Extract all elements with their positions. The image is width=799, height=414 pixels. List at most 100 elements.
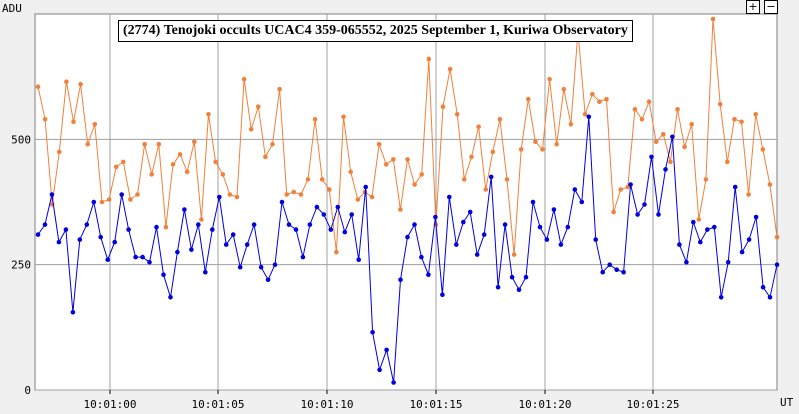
data-point-blue xyxy=(196,222,201,227)
data-point-blue xyxy=(746,237,752,242)
data-point-orange xyxy=(248,127,254,132)
data-point-orange xyxy=(767,182,773,187)
data-point-orange xyxy=(405,157,410,162)
y-tick-label: 500 xyxy=(11,133,31,146)
data-point-blue xyxy=(321,212,327,217)
data-point-blue xyxy=(293,227,299,232)
data-point-orange xyxy=(291,189,297,195)
data-point-orange xyxy=(284,192,290,197)
x-tick-label: 10:01:20 xyxy=(519,398,572,411)
data-point-blue xyxy=(774,262,780,268)
data-point-blue xyxy=(461,219,466,225)
x-tick-label: 10:01:05 xyxy=(192,398,245,411)
y-axis-label: ADU xyxy=(2,2,22,15)
x-tick-label: 10:01:00 xyxy=(84,398,137,411)
data-point-orange xyxy=(170,162,176,167)
data-point-blue xyxy=(272,262,278,268)
data-point-blue xyxy=(175,249,180,255)
data-point-blue xyxy=(621,269,626,275)
x-tick-label: 10:01:10 xyxy=(301,398,354,411)
data-point-orange xyxy=(156,142,162,147)
data-point-blue xyxy=(537,224,543,230)
data-point-orange xyxy=(113,164,119,170)
data-point-orange xyxy=(341,114,346,120)
data-point-blue xyxy=(328,227,334,232)
data-point-orange xyxy=(305,177,311,182)
data-point-blue xyxy=(523,274,529,280)
data-point-blue xyxy=(210,227,215,232)
data-point-blue xyxy=(244,242,250,247)
data-point-blue xyxy=(586,114,592,120)
data-point-orange xyxy=(504,177,510,182)
chart-title: (2774) Tenojoki occults UCAC4 359-065552… xyxy=(118,20,633,42)
data-point-blue xyxy=(147,259,152,265)
data-point-orange xyxy=(412,182,417,187)
data-point-blue xyxy=(356,257,362,263)
data-point-orange xyxy=(568,122,574,127)
data-point-blue xyxy=(168,295,173,300)
zoom-out-button[interactable]: − xyxy=(764,0,778,14)
data-point-blue xyxy=(398,277,403,283)
data-point-orange xyxy=(526,96,531,102)
data-point-orange xyxy=(398,207,403,212)
data-point-orange xyxy=(312,117,318,122)
data-point-orange xyxy=(668,159,673,165)
data-point-blue xyxy=(98,234,103,240)
data-point-blue xyxy=(384,347,389,353)
x-tick-label: 10:01:25 xyxy=(627,398,680,411)
data-point-blue xyxy=(105,257,110,263)
data-point-orange xyxy=(121,159,126,165)
data-point-blue xyxy=(635,212,640,217)
data-point-orange xyxy=(64,79,69,84)
data-point-orange xyxy=(497,117,503,122)
data-point-orange xyxy=(597,99,602,104)
data-point-blue xyxy=(49,192,55,197)
data-point-orange xyxy=(227,192,233,197)
data-point-orange xyxy=(653,139,659,145)
data-point-orange xyxy=(533,139,538,145)
data-point-blue xyxy=(447,194,452,200)
data-point-blue xyxy=(426,272,431,278)
data-point-blue xyxy=(203,269,208,275)
data-point-blue xyxy=(656,212,661,217)
data-point-blue xyxy=(265,277,271,283)
data-point-orange xyxy=(490,149,496,155)
data-point-orange xyxy=(78,81,83,87)
data-point-orange xyxy=(646,99,652,104)
data-point-blue xyxy=(663,167,668,172)
data-point-blue xyxy=(698,239,703,245)
data-point-blue xyxy=(279,199,285,205)
data-point-orange xyxy=(469,154,474,160)
data-point-orange xyxy=(355,197,361,202)
data-point-blue xyxy=(342,229,348,235)
data-point-orange xyxy=(263,154,268,160)
data-point-blue xyxy=(739,249,745,255)
data-point-orange xyxy=(220,172,226,177)
data-point-blue xyxy=(649,154,654,160)
data-point-blue xyxy=(182,207,187,212)
data-point-orange xyxy=(547,76,552,82)
data-point-blue xyxy=(349,212,355,217)
data-point-orange xyxy=(419,172,425,177)
data-point-blue xyxy=(544,237,550,242)
zoom-in-button[interactable]: + xyxy=(746,0,760,14)
data-point-orange xyxy=(255,104,261,109)
data-point-orange xyxy=(604,96,609,102)
data-point-blue xyxy=(760,284,766,290)
data-point-blue xyxy=(705,227,710,232)
data-point-orange xyxy=(554,142,559,147)
data-point-orange xyxy=(319,177,325,182)
data-point-blue xyxy=(35,232,41,237)
data-point-blue xyxy=(712,224,717,230)
data-point-blue xyxy=(474,252,480,257)
data-point-orange xyxy=(483,187,489,192)
data-point-blue xyxy=(467,209,473,215)
data-point-orange xyxy=(618,187,623,192)
data-point-blue xyxy=(572,187,578,192)
data-point-blue xyxy=(377,367,382,373)
data-point-orange xyxy=(99,199,105,205)
data-point-orange xyxy=(710,16,716,22)
data-point-blue xyxy=(391,380,396,385)
data-point-orange xyxy=(717,101,723,107)
